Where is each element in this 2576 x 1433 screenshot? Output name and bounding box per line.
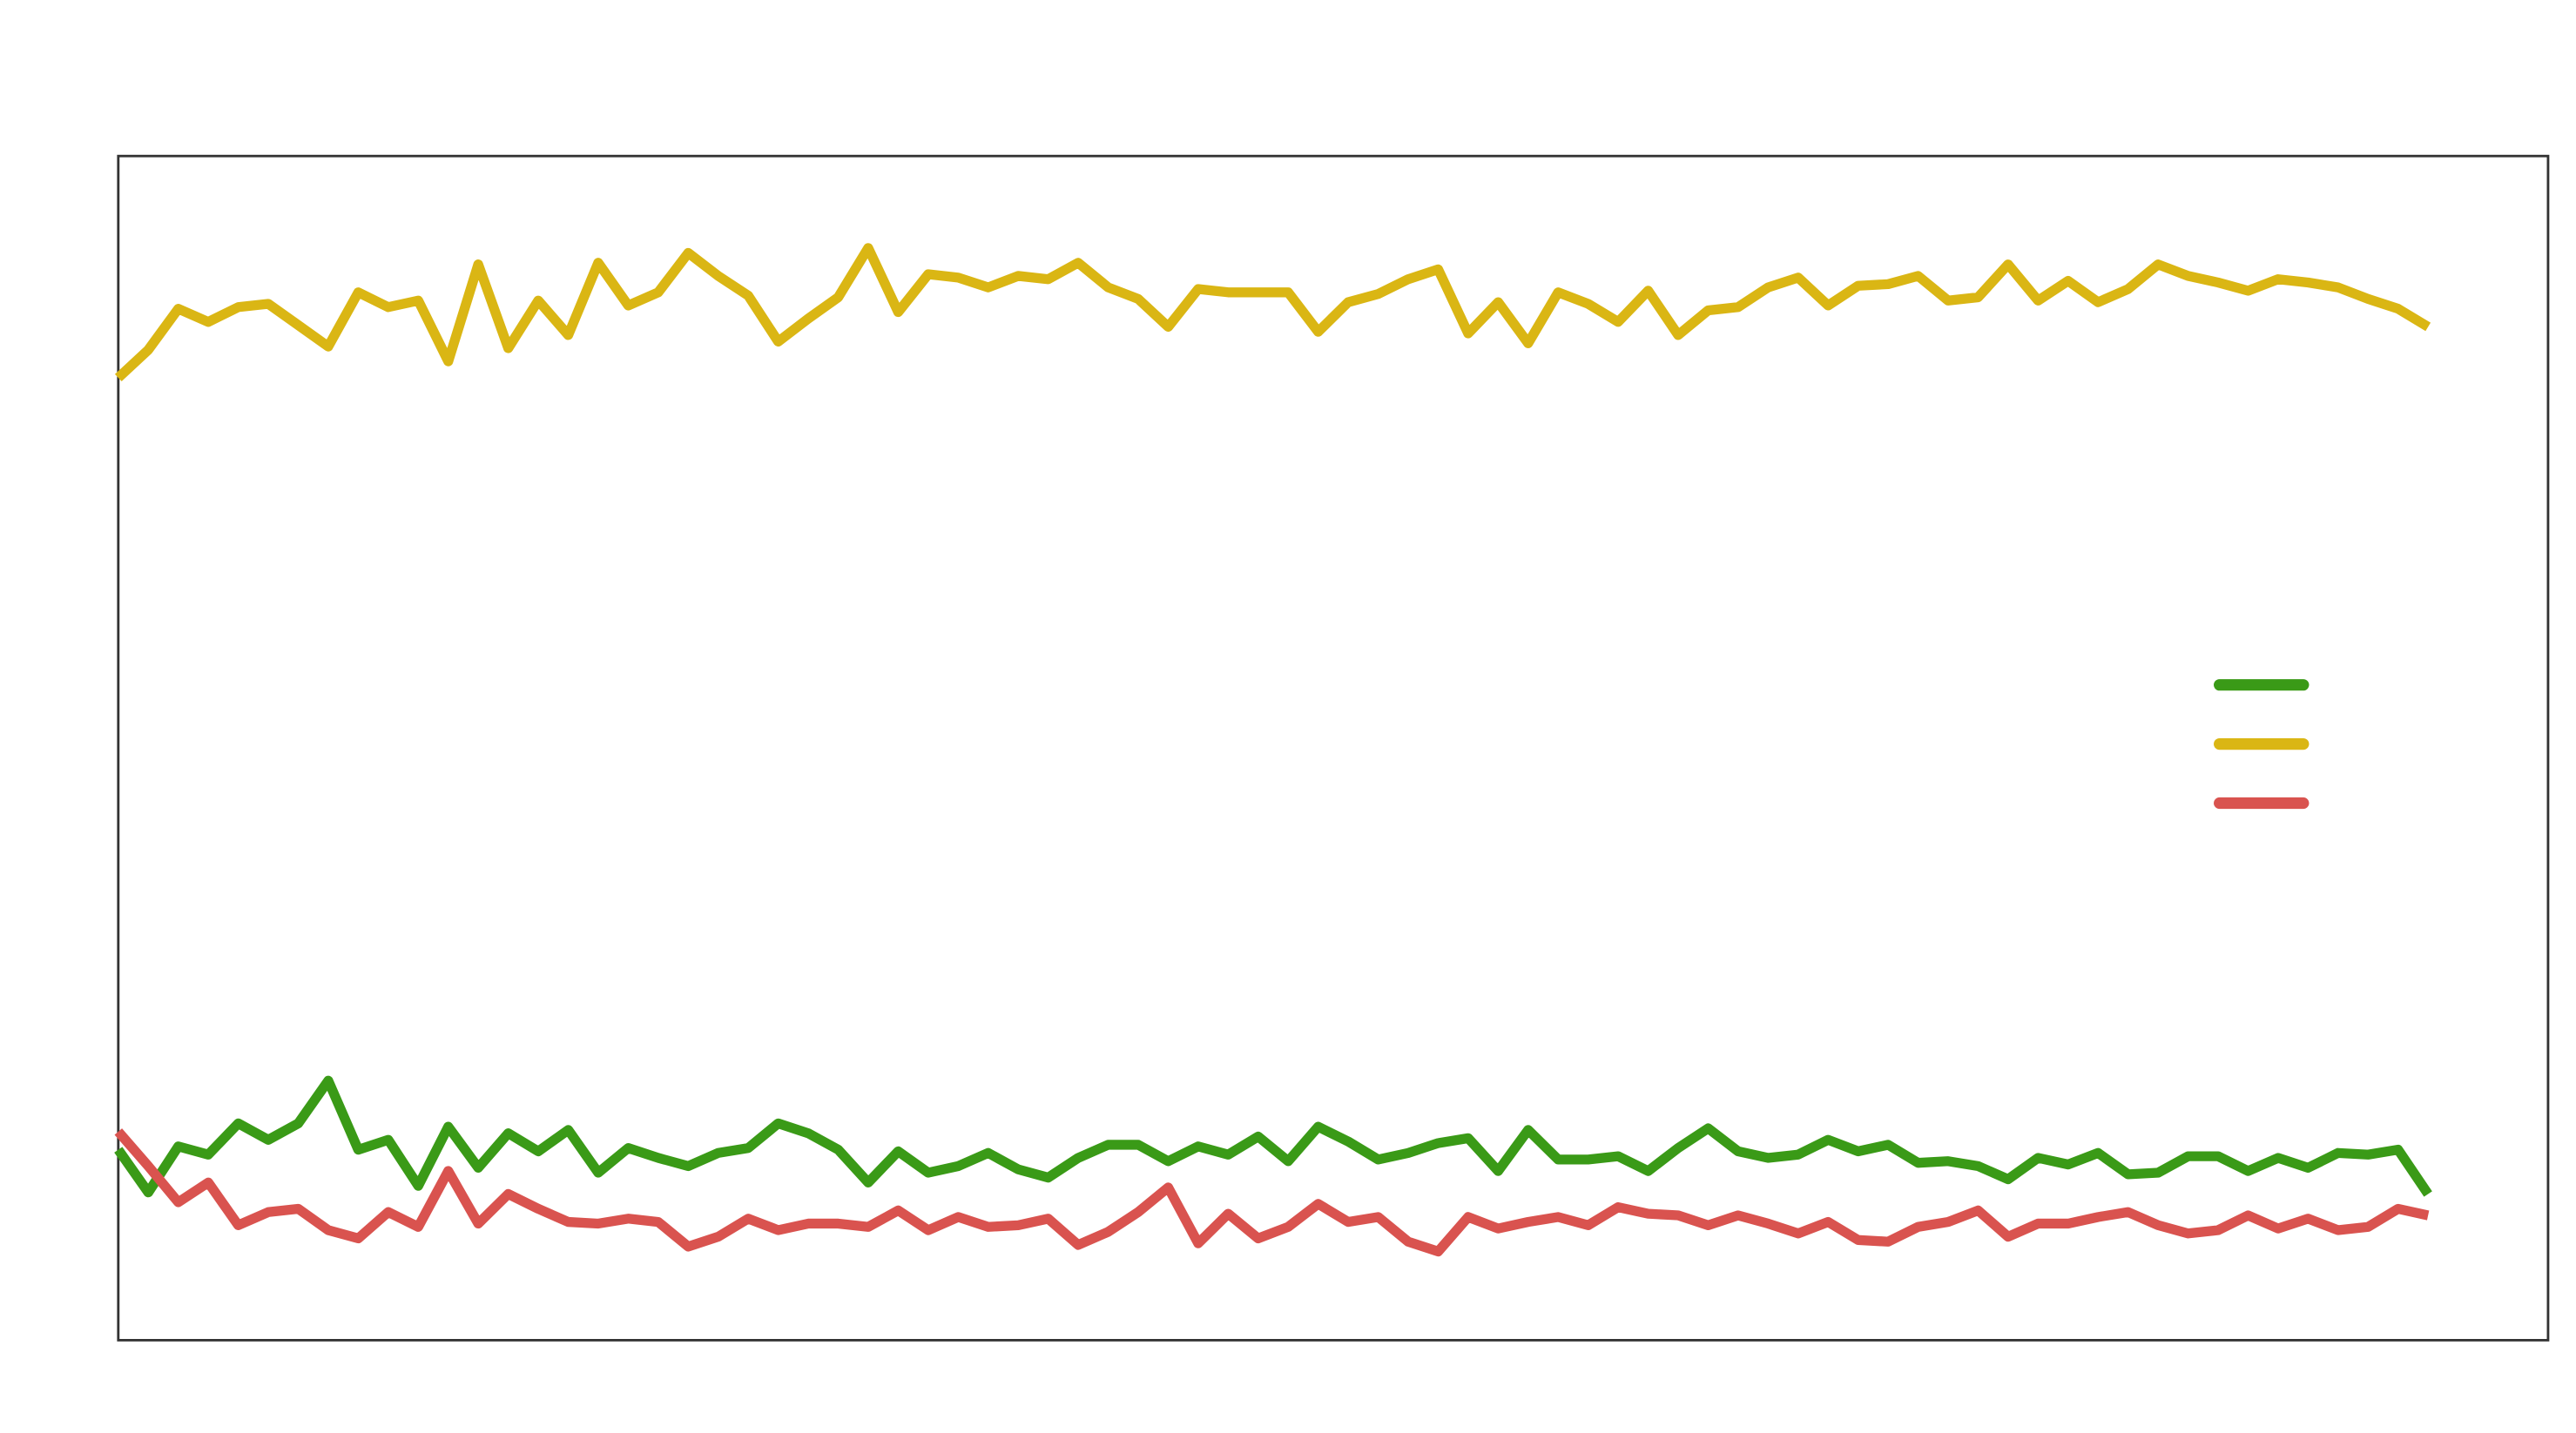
series-line [114, 1128, 2430, 1257]
plot-frame [117, 154, 2550, 1342]
series-line [114, 243, 2431, 382]
series-line [114, 1075, 2432, 1198]
